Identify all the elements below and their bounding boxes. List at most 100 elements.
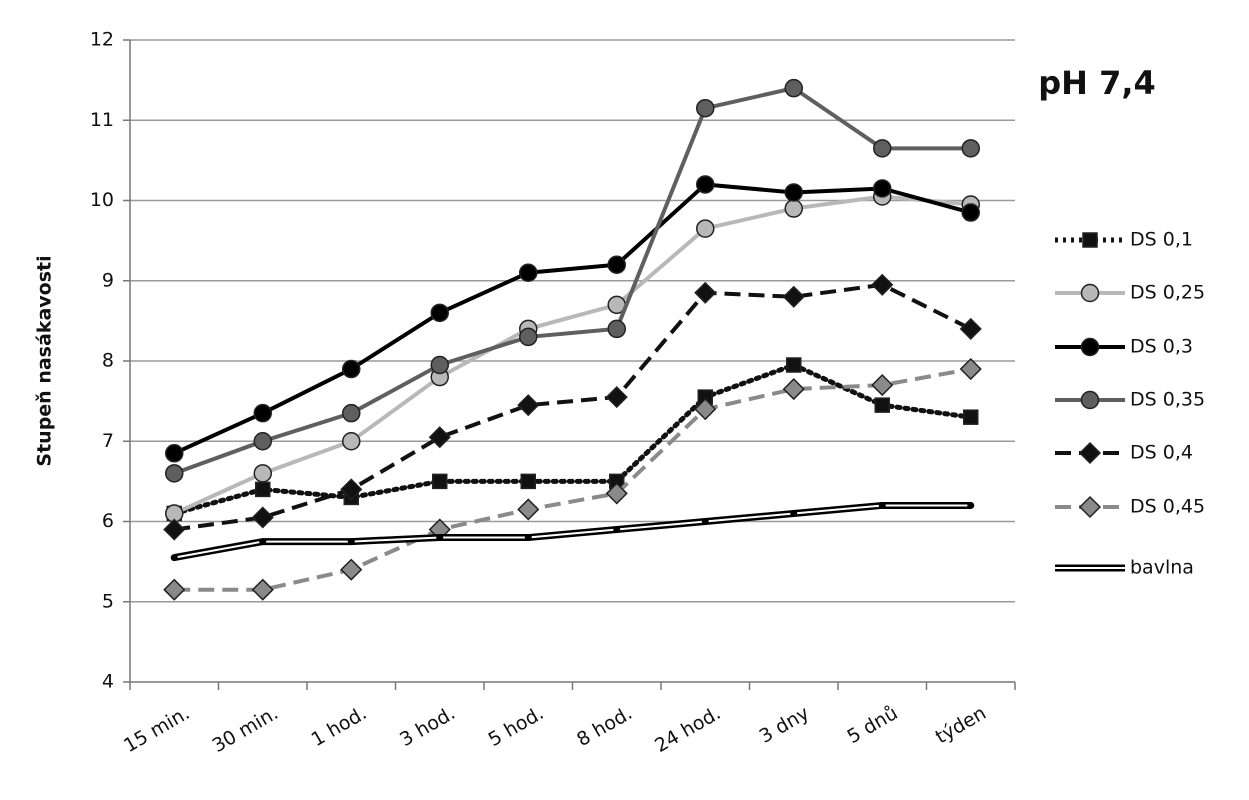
- data-point: [342, 403, 361, 423]
- legend-marker: [1080, 283, 1100, 303]
- data-point: [607, 255, 626, 274]
- data-point: [517, 394, 540, 417]
- legend-label: DS 0,3: [1130, 336, 1193, 358]
- data-point: [963, 409, 979, 425]
- legend-marker: [1080, 337, 1100, 357]
- legend-marker: [1080, 390, 1100, 410]
- data-point: [613, 526, 621, 534]
- legend-marker: [1078, 495, 1102, 519]
- data-point: [607, 319, 626, 339]
- data-point: [786, 357, 802, 373]
- data-point: [961, 139, 980, 158]
- data-point: [871, 374, 894, 397]
- legend-label: DS 0,45: [1130, 496, 1205, 518]
- data-point: [430, 303, 449, 323]
- data-point: [253, 403, 272, 423]
- data-point: [519, 263, 538, 282]
- series-line: [174, 367, 972, 592]
- data-point: [430, 355, 449, 375]
- data-point: [873, 179, 892, 198]
- data-point: [428, 426, 451, 449]
- legend-marker: [1078, 441, 1102, 465]
- data-point: [163, 578, 186, 601]
- chart-title: pH 7,4: [1038, 64, 1156, 102]
- data-point: [782, 378, 805, 401]
- y-tick-label: 6: [102, 510, 114, 532]
- y-tick-label: 11: [90, 109, 114, 131]
- data-point: [782, 285, 805, 308]
- data-point: [255, 481, 271, 498]
- series-line: [173, 282, 972, 532]
- data-point: [170, 554, 178, 562]
- series-line: [173, 501, 971, 562]
- legend-label: DS 0,4: [1130, 442, 1193, 464]
- data-point: [251, 578, 274, 601]
- data-point: [696, 219, 715, 238]
- data-point: [784, 199, 803, 218]
- y-tick-label: 9: [102, 269, 114, 291]
- data-point: [165, 444, 184, 463]
- x-tick-label: 24 hod.: [651, 702, 724, 757]
- data-point: [253, 464, 272, 483]
- data-point: [871, 273, 894, 296]
- data-point: [517, 498, 540, 521]
- data-point: [959, 317, 982, 340]
- legend-label: bavlna: [1130, 557, 1194, 579]
- data-point: [340, 558, 363, 581]
- legend-label: DS 0,35: [1130, 389, 1205, 411]
- data-point: [251, 506, 274, 529]
- data-point: [961, 203, 980, 222]
- data-point: [342, 432, 361, 451]
- data-point: [253, 432, 272, 451]
- y-tick-label: 10: [90, 189, 114, 211]
- x-tick-label: 5 hod.: [485, 702, 548, 751]
- y-axis-label: Stupeň nasákavosti: [34, 255, 56, 466]
- data-point: [347, 538, 355, 546]
- x-tick-label: 3 dny: [756, 702, 813, 748]
- data-point: [959, 357, 982, 381]
- data-point: [259, 538, 267, 546]
- y-tick-label: 4: [102, 671, 114, 693]
- data-point: [340, 478, 363, 501]
- data-point: [524, 534, 532, 542]
- x-tick-label: 3 hod.: [396, 702, 459, 751]
- data-point: [694, 398, 717, 421]
- x-tick-label: 5 dnů: [843, 702, 901, 748]
- data-point: [165, 464, 184, 483]
- data-point: [967, 501, 975, 509]
- data-point: [163, 518, 186, 541]
- data-point: [520, 473, 536, 490]
- x-tick-label: 1 hod.: [308, 702, 371, 751]
- y-tick-label: 12: [90, 29, 114, 51]
- data-point: [874, 397, 890, 413]
- data-point: [878, 501, 886, 509]
- data-point: [784, 183, 803, 202]
- series-line: [173, 182, 972, 456]
- data-point: [701, 518, 709, 525]
- series-line: [173, 86, 971, 476]
- legend-marker: [1082, 232, 1098, 248]
- x-tick-label: 30 min.: [209, 702, 282, 757]
- data-point: [784, 78, 803, 98]
- data-point: [605, 482, 628, 505]
- legend-label: DS 0,25: [1130, 282, 1205, 304]
- y-tick-label: 5: [102, 590, 114, 612]
- y-tick-label: 8: [102, 350, 114, 372]
- series-line: [173, 194, 971, 516]
- series-line: [171, 362, 974, 516]
- data-point: [342, 359, 361, 379]
- data-point: [696, 175, 715, 194]
- data-point: [790, 509, 798, 517]
- x-tick-label: 8 hod.: [573, 702, 636, 751]
- x-tick-label: týden: [932, 702, 990, 748]
- x-tick-label: 15 min.: [120, 702, 193, 757]
- data-point: [873, 139, 892, 158]
- data-point: [694, 281, 717, 304]
- series-line-inner: [174, 504, 971, 559]
- data-point: [436, 534, 444, 542]
- legend-label: DS 0,1: [1130, 229, 1193, 251]
- data-point: [519, 327, 538, 347]
- data-point: [432, 473, 448, 490]
- y-tick-label: 7: [102, 430, 114, 452]
